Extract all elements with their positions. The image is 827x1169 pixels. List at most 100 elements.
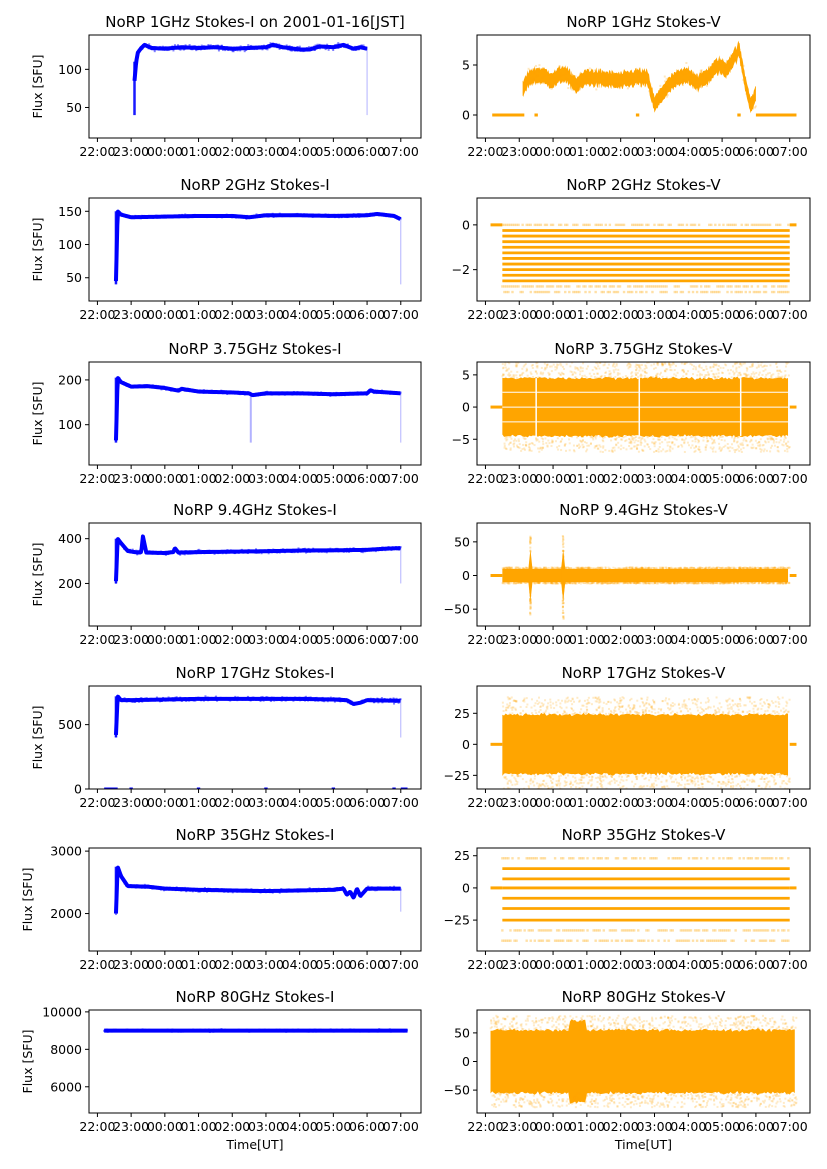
data-point [666,581,669,584]
data-point [317,548,320,551]
data-point [161,552,164,555]
data-point [787,223,790,227]
data-point [274,393,277,396]
data-point [635,368,638,371]
data-point [538,447,541,450]
data-point [580,567,583,570]
data-point [727,566,730,569]
data-point [630,442,633,445]
data-point [738,567,741,570]
data-point [214,46,217,49]
data-point [725,582,728,585]
data-point [255,215,258,218]
x-tick-label: 22:00 [467,632,503,647]
data-point [759,438,762,441]
data-point [706,440,709,443]
data-point [641,223,644,227]
data-point [542,447,545,450]
data-point [154,216,157,219]
data-point [759,567,762,570]
data-point [579,445,582,448]
data-point [305,551,308,554]
data-point [325,47,328,50]
data-point [706,439,709,442]
data-point [684,437,687,440]
data-point [202,550,205,553]
data-point [746,89,749,92]
data-point [637,71,640,74]
data-point [641,369,644,372]
data-point [665,368,668,371]
data-point [613,446,616,449]
data-point [535,581,538,584]
data-point [691,290,695,294]
data-point [634,567,637,570]
data-point [584,581,587,584]
data-point [668,362,671,365]
data-point [557,290,561,294]
data-point [728,581,731,584]
data-point [691,363,694,366]
data-point [534,567,537,570]
data-point [176,46,179,49]
data-point [725,364,728,367]
data-point [355,549,358,552]
data-point [502,373,505,376]
data-point [126,550,129,553]
data-point [664,370,667,373]
data-point [728,62,731,65]
data-point [769,567,772,570]
data-point [740,443,743,446]
data-point [585,376,588,379]
data-point [327,213,330,216]
data-point [629,582,632,585]
data-point [561,562,564,565]
data-point [534,566,537,569]
data-point [328,392,331,395]
data-point [383,214,386,217]
data-point [359,215,362,218]
x-tick-label: 23:00 [501,144,537,159]
data-point [592,72,595,75]
data-point [544,566,547,569]
data-point [651,290,654,294]
data-point [569,581,572,584]
data-point [195,389,198,392]
data-point [539,581,542,584]
data-point [787,290,790,294]
data-point [343,43,346,46]
data-point [696,74,699,77]
data-point [651,582,654,585]
data-point [636,581,639,584]
data-point [669,368,672,371]
data-point [621,438,624,441]
data-point [285,46,288,49]
data-point [529,290,532,294]
data-point [772,290,776,294]
data-point [652,567,655,570]
data-point [521,448,524,451]
x-tick-label: 07:00 [383,307,419,322]
data-point [788,446,791,449]
data-point [318,45,321,48]
data-point [746,374,749,377]
data-point [589,78,592,81]
data-point [561,599,564,602]
data-point [767,441,770,444]
data-point [220,391,223,394]
data-point [608,75,611,78]
data-point [545,442,548,445]
data-point [622,581,625,584]
data-point [734,376,737,379]
data-point [285,392,288,395]
data-point [232,48,235,51]
data-point [689,581,692,584]
data-point [676,371,679,374]
data-point [568,82,571,85]
data-point [315,548,318,551]
x-tick-label: 07:00 [383,471,419,486]
data-point [574,91,577,94]
data-point [380,391,383,394]
data-point [748,96,751,99]
data-point [706,582,709,585]
